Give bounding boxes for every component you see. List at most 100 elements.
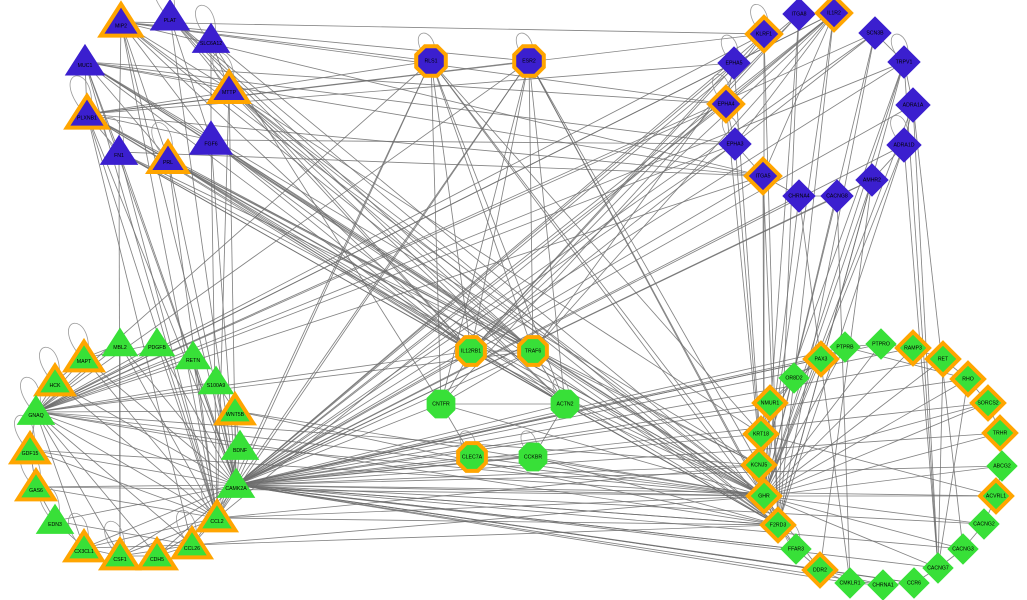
- graph-node-RETN[interactable]: [174, 340, 212, 370]
- graph-node-F2RL3[interactable]: [759, 506, 797, 544]
- graph-edge: [54, 381, 237, 486]
- graph-node-CCKBR[interactable]: [518, 442, 548, 472]
- graph-node-TRHR[interactable]: [981, 414, 1019, 452]
- graph-edge: [235, 484, 779, 526]
- graph-node-ITGA8[interactable]: [782, 0, 816, 31]
- graph-node-IL1R2[interactable]: [814, 0, 854, 33]
- graph-node-TRAF6[interactable]: [517, 335, 549, 367]
- graph-edge: [235, 484, 797, 550]
- graph-edge: [777, 13, 800, 526]
- graph-edge: [35, 381, 217, 413]
- graph-edge: [760, 433, 997, 497]
- graph-node-SLC6A12[interactable]: [191, 22, 231, 53]
- graph-node-KCNJ5[interactable]: [740, 446, 778, 484]
- graph-node-KLRF1[interactable]: [744, 14, 784, 54]
- graph-node-PLXNB1[interactable]: [63, 92, 111, 130]
- graph-edge: [758, 402, 989, 466]
- graph-node-ACVRL1[interactable]: [977, 477, 1015, 515]
- graph-node-EPHA4[interactable]: [706, 84, 746, 124]
- graph-node-ADRA1A[interactable]: [895, 87, 931, 123]
- graph-node-PDGFB[interactable]: [138, 327, 176, 357]
- graph-node-EPHA5[interactable]: [717, 46, 751, 80]
- graph-edge: [35, 411, 241, 448]
- graph-node-CHRNA1[interactable]: [867, 569, 899, 600]
- graph-node-NMUR1[interactable]: [751, 384, 789, 422]
- graph-node-CX3CL1[interactable]: [61, 527, 107, 563]
- graph-node-GAS6[interactable]: [13, 466, 59, 502]
- graph-node-ACTN2[interactable]: [550, 389, 580, 419]
- graph-node-ABCG2[interactable]: [986, 450, 1018, 482]
- graph-node-FGF6[interactable]: [188, 120, 234, 155]
- graph-node-MIP2[interactable]: [97, 0, 145, 38]
- graph-edge: [120, 21, 218, 519]
- graph-node-DDR2[interactable]: [801, 551, 839, 589]
- graph-node-CCL2[interactable]: [194, 497, 240, 533]
- graph-node-RHO[interactable]: [949, 360, 987, 398]
- graph-node-MBL2[interactable]: [101, 327, 139, 357]
- graph-node-OR8D2[interactable]: [778, 362, 810, 394]
- graph-node-TRPV1[interactable]: [887, 45, 921, 79]
- graph-node-CDH5[interactable]: [134, 535, 180, 571]
- graph-node-SORCS2[interactable]: [969, 384, 1007, 422]
- graph-edge: [216, 60, 530, 519]
- graph-node-PAX3[interactable]: [802, 340, 840, 378]
- graph-node-SCN3B[interactable]: [858, 16, 892, 50]
- graph-node-RAMP3[interactable]: [894, 329, 932, 367]
- graph-node-CCR6[interactable]: [898, 567, 930, 599]
- graph-node-FN1[interactable]: [99, 134, 139, 165]
- graph-node-PLAT[interactable]: [149, 0, 191, 31]
- graph-node-EPHA3[interactable]: [718, 127, 752, 161]
- graph-node-CNTFR[interactable]: [426, 389, 456, 419]
- graph-node-EDN3[interactable]: [35, 503, 75, 534]
- graph-edge: [156, 343, 218, 519]
- graph-node-CLEC7A[interactable]: [456, 441, 488, 473]
- graph-node-AMHR2[interactable]: [855, 163, 889, 197]
- graph-node-CAMK2A[interactable]: [216, 467, 256, 498]
- graph-node-PTPRO[interactable]: [865, 328, 897, 360]
- graph-node-ESR2[interactable]: [512, 44, 546, 78]
- self-loop-edge: [156, 0, 175, 16]
- graph-edge: [235, 350, 534, 486]
- graph-node-CACNG8[interactable]: [820, 179, 854, 213]
- graph-node-BDNF[interactable]: [220, 429, 260, 460]
- graph-node-MAPT[interactable]: [61, 337, 107, 373]
- graph-node-CACNG2[interactable]: [968, 508, 1000, 540]
- graph-node-KRT18[interactable]: [742, 415, 780, 453]
- graph-node-WNT5B[interactable]: [212, 390, 258, 426]
- graph-node-CACNG7[interactable]: [922, 552, 954, 584]
- graph-edge: [118, 151, 534, 352]
- graph-node-GHR[interactable]: [745, 477, 783, 515]
- graph-node-GDF15[interactable]: [7, 429, 53, 465]
- graph-edge: [235, 484, 964, 550]
- graph-node-MUC1[interactable]: [64, 43, 106, 76]
- graph-node-RLS1[interactable]: [414, 44, 448, 78]
- graph-node-ADRA1D[interactable]: [886, 127, 922, 163]
- graph-node-HCK[interactable]: [32, 361, 78, 397]
- graph-edge: [86, 113, 212, 141]
- graph-node-RET[interactable]: [924, 340, 962, 378]
- graph-edge: [86, 113, 193, 546]
- graph-node-FFAR3[interactable]: [780, 533, 812, 565]
- graph-edge: [210, 139, 566, 405]
- graph-node-PRL[interactable]: [145, 138, 191, 175]
- graph-node-CACNG3[interactable]: [947, 533, 979, 565]
- graph-edge: [532, 350, 760, 466]
- graph-edge: [763, 358, 822, 497]
- graph-node-IL12RB1[interactable]: [455, 335, 487, 367]
- graph-edge: [937, 358, 944, 569]
- graph-node-CCL26[interactable]: [169, 524, 215, 560]
- graph-node-CHRNA4[interactable]: [782, 179, 816, 213]
- graph-node-CMKLR1[interactable]: [834, 567, 866, 599]
- graph-node-S100A9[interactable]: [197, 365, 235, 395]
- graph-node-PTPRB[interactable]: [829, 331, 861, 363]
- nodes-layer[interactable]: [7, 0, 1019, 600]
- graph-node-ITGA5[interactable]: [743, 156, 783, 196]
- graph-edge: [532, 350, 765, 497]
- graph-node-MTTP[interactable]: [206, 68, 252, 105]
- graph-node-GNAQ[interactable]: [16, 394, 56, 425]
- graph-node-CSF1[interactable]: [97, 535, 143, 571]
- graph-edge: [54, 520, 193, 546]
- self-loop-edge: [69, 75, 92, 113]
